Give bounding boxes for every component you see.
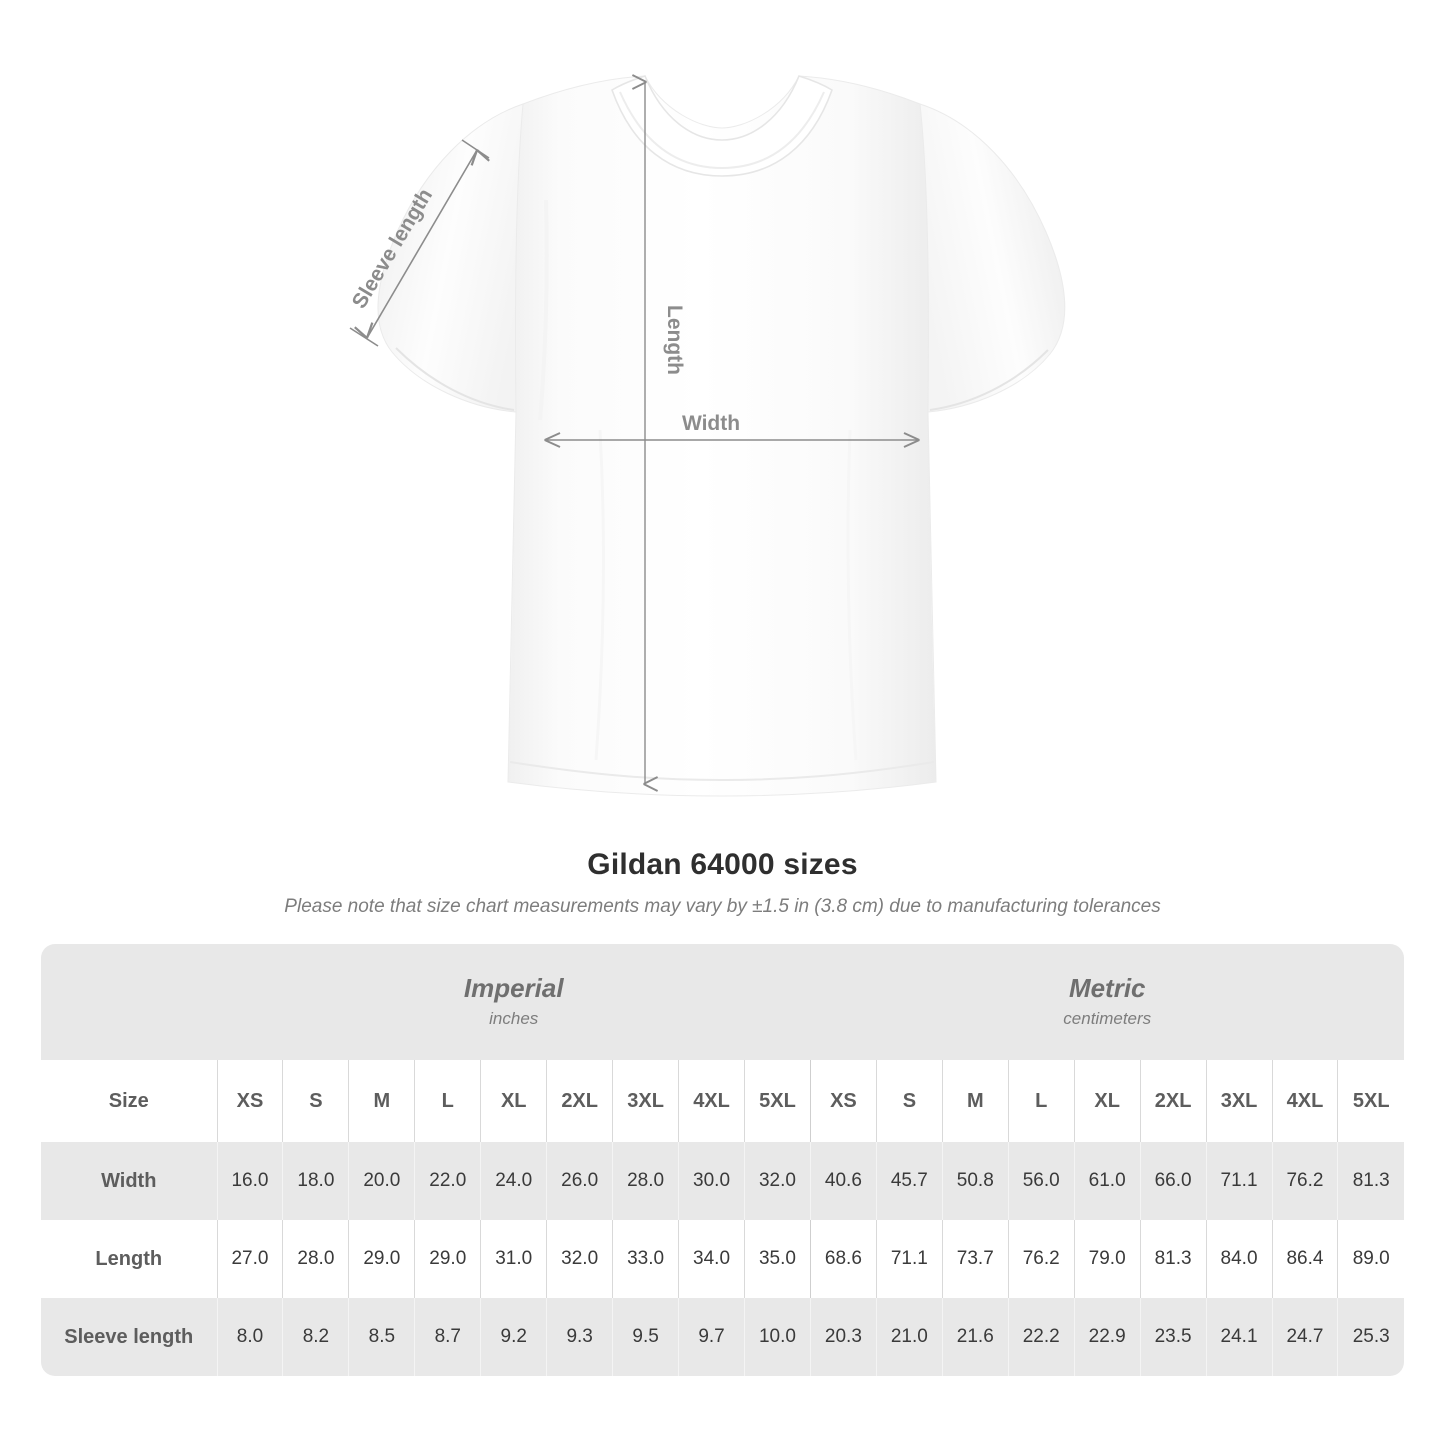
measurement-cell: 25.3	[1337, 1298, 1405, 1376]
size-column-header: S	[875, 1060, 943, 1142]
measurement-cell: 81.3	[1337, 1142, 1405, 1220]
measurement-cell: 28.0	[282, 1220, 349, 1298]
measurement-cell: 68.6	[809, 1220, 877, 1298]
measurement-cell: 26.0	[546, 1142, 613, 1220]
measurement-cell: 27.0	[216, 1220, 283, 1298]
measurement-cell: 9.2	[480, 1298, 547, 1376]
measurement-cell: 10.0	[744, 1298, 811, 1376]
size-chart-table: Imperial inches Metric centimeters Size X…	[41, 944, 1405, 1376]
size-column-header: 3XL	[612, 1060, 679, 1142]
size-column-header: 5XL	[1337, 1060, 1405, 1142]
measurement-cell: 24.7	[1271, 1298, 1338, 1376]
measurement-cell: 18.0	[282, 1142, 349, 1220]
measurement-cell: 28.0	[612, 1142, 679, 1220]
table-row: Width 16.0 18.0 20.0 22.0 24.0 26.0 28.0 30.0 32.…	[41, 1142, 1405, 1220]
measurement-cell: 29.0	[414, 1220, 481, 1298]
measurement-row-label: Sleeve length	[64, 1325, 194, 1348]
tshirt-right-sleeve	[909, 103, 1066, 413]
length-label: Length	[663, 305, 686, 375]
size-row-label: Size	[108, 1089, 149, 1112]
measurement-cell: 9.3	[546, 1298, 613, 1376]
measurement-cell: 22.2	[1007, 1298, 1075, 1376]
measurement-cell: 45.7	[875, 1142, 943, 1220]
measurement-cell: 79.0	[1073, 1220, 1141, 1298]
measurement-cell: 8.5	[348, 1298, 415, 1376]
tshirt-body	[507, 75, 937, 797]
measurement-cell: 71.1	[875, 1220, 943, 1298]
measurement-cell: 81.3	[1139, 1220, 1207, 1298]
size-column-header: 2XL	[546, 1060, 613, 1142]
page-title: Gildan 64000 sizes	[587, 848, 858, 881]
measurement-cell: 56.0	[1007, 1142, 1075, 1220]
measurement-cell: 30.0	[678, 1142, 745, 1220]
measurement-cell: 71.1	[1205, 1142, 1273, 1220]
size-column-header: L	[414, 1060, 481, 1142]
measurement-cell: 24.0	[480, 1142, 547, 1220]
measurement-cell: 16.0	[216, 1142, 283, 1220]
size-column-header: S	[282, 1060, 349, 1142]
measurement-cell: 61.0	[1073, 1142, 1141, 1220]
measurement-cell: 24.1	[1205, 1298, 1273, 1376]
measurement-cell: 8.7	[414, 1298, 481, 1376]
measurement-cell: 22.0	[414, 1142, 481, 1220]
size-column-header: XL	[480, 1060, 547, 1142]
measurement-cell: 21.6	[941, 1298, 1009, 1376]
measurement-cell: 29.0	[348, 1220, 415, 1298]
metric-subtitle: centimeters	[1063, 1008, 1152, 1028]
measurement-row-label: Length	[95, 1247, 163, 1270]
size-column-header: 4XL	[1271, 1060, 1338, 1142]
measurement-cell: 66.0	[1139, 1142, 1207, 1220]
size-column-header: 4XL	[678, 1060, 745, 1142]
measurement-cell: 22.9	[1073, 1298, 1141, 1376]
measurement-cell: 76.2	[1271, 1142, 1338, 1220]
size-column-header: M	[941, 1060, 1009, 1142]
size-column-header: M	[348, 1060, 415, 1142]
measurement-cell: 9.5	[612, 1298, 679, 1376]
tolerance-note: Please note that size chart measurements…	[284, 896, 1161, 917]
size-column-header: 2XL	[1139, 1060, 1207, 1142]
imperial-title: Imperial	[463, 973, 564, 1004]
unit-group-metric: Metric centimeters	[810, 944, 1404, 1060]
measurement-cell: 20.3	[809, 1298, 877, 1376]
measurement-cell: 35.0	[744, 1220, 811, 1298]
measurement-cell: 20.0	[348, 1142, 415, 1220]
measurement-row-label: Width	[101, 1169, 157, 1192]
measurement-cell: 8.2	[282, 1298, 349, 1376]
metric-title: Metric	[1068, 973, 1146, 1004]
unit-group-imperial: Imperial inches	[217, 944, 810, 1060]
measurement-cell: 8.0	[216, 1298, 283, 1376]
width-label: Width	[682, 412, 740, 435]
measurement-cell: 86.4	[1271, 1220, 1338, 1298]
measurement-cell: 23.5	[1139, 1298, 1207, 1376]
measurement-cell: 84.0	[1205, 1220, 1273, 1298]
imperial-subtitle: inches	[489, 1008, 539, 1028]
measurement-cell: 32.0	[744, 1142, 811, 1220]
tshirt-measurement-diagram: Sleeve length Length Width	[348, 74, 1066, 797]
width-annotation: Width	[544, 412, 920, 448]
measurement-cell: 89.0	[1337, 1220, 1405, 1298]
measurement-cell: 40.6	[809, 1142, 877, 1220]
table-row: Length 27.0 28.0 29.0 29.0 31.0 32.0 33.0 34.0 35…	[41, 1220, 1405, 1298]
size-column-header: XS	[809, 1060, 877, 1142]
size-column-header: L	[1007, 1060, 1075, 1142]
table-header-row: Size XS S M L XL 2XL 3XL 4XL 5XL XS S M L XL 2XL 3XL 4XL 5…	[41, 1060, 1405, 1142]
size-column-header: XS	[216, 1060, 283, 1142]
size-column-header: 5XL	[744, 1060, 811, 1142]
measurement-cell: 50.8	[941, 1142, 1009, 1220]
unit-system-band: Imperial inches Metric centimeters	[41, 944, 1405, 1060]
measurement-cell: 32.0	[546, 1220, 613, 1298]
measurement-cell: 31.0	[480, 1220, 547, 1298]
measurement-cell: 34.0	[678, 1220, 745, 1298]
measurement-cell: 76.2	[1007, 1220, 1075, 1298]
measurement-cell: 33.0	[612, 1220, 679, 1298]
size-column-header: XL	[1073, 1060, 1141, 1142]
tshirt-svg: Sleeve length Length Width	[348, 74, 1066, 797]
tshirt-left-sleeve	[377, 103, 535, 413]
table-row: Sleeve length 8.0 8.2 8.5 8.7 9.2 9.3 9.5 9.7 10.…	[41, 1298, 1405, 1376]
size-column-header: 3XL	[1205, 1060, 1273, 1142]
measurement-cell: 73.7	[941, 1220, 1009, 1298]
measurement-cell: 21.0	[875, 1298, 943, 1376]
measurement-cell: 9.7	[678, 1298, 745, 1376]
unit-band-spacer	[41, 944, 217, 1060]
